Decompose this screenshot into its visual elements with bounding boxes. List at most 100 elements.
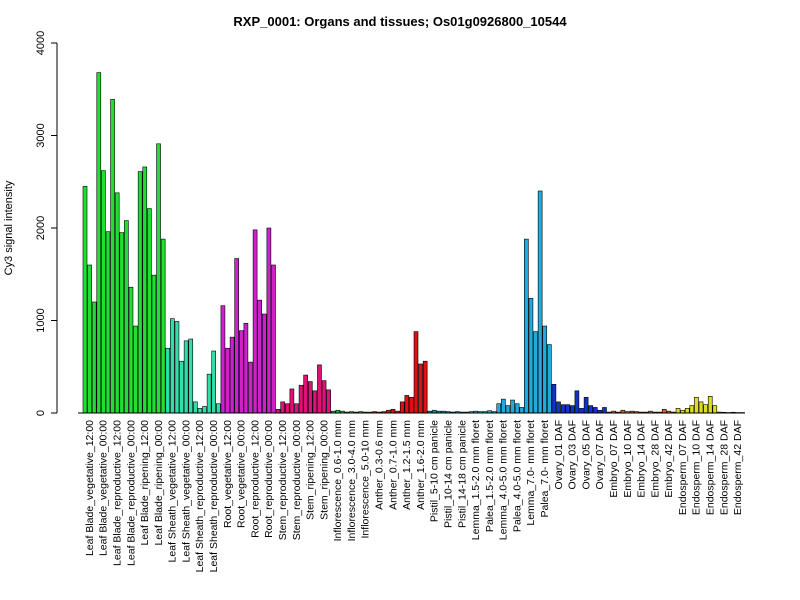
bar [151, 274, 157, 414]
bar [243, 322, 249, 414]
x-category-label: Ovary_03 DAF [567, 420, 579, 489]
bar [514, 403, 520, 414]
bar [142, 166, 148, 414]
x-category-label: Leaf Blade_reproductive_12:00 [111, 420, 123, 566]
x-category-label: Endosperm_42 DAF [732, 420, 744, 515]
x-category-label: Endosperm_28 DAF [718, 420, 730, 515]
bar [399, 401, 405, 414]
x-category-label: Anther_0.7-1.0 mm [387, 420, 399, 510]
x-category-label: Pistil_10-14 cm panicle [442, 420, 454, 528]
x-category-label: Palea_7.0- mm floret [539, 420, 551, 518]
bar [229, 336, 235, 414]
bar [174, 321, 180, 414]
bar [271, 264, 276, 414]
bar [179, 360, 184, 414]
bar [524, 238, 529, 414]
bar [689, 405, 695, 414]
bar [321, 380, 327, 414]
x-category-label: Root_vegetative_12:00 [222, 420, 234, 528]
bar [128, 286, 134, 414]
bar [418, 363, 423, 414]
bar [570, 405, 575, 414]
bar [211, 350, 217, 414]
bar [101, 170, 106, 414]
x-category-label: Embryo_28 DAF [649, 420, 661, 498]
x-category-label: Pistil_14-18 cm panicle [456, 420, 468, 528]
x-category-label: Root_reproductive_12:00 [249, 420, 261, 538]
bar [703, 404, 708, 414]
bar [137, 171, 143, 414]
bar [183, 340, 189, 414]
x-category-label: Leaf Sheath_reproductive_00:00 [208, 420, 220, 573]
x-category-label: Stem_reproductive_12:00 [277, 420, 289, 540]
bar [82, 186, 88, 414]
bar [556, 401, 561, 414]
x-category-label: Palea_1.5-2.0 mm floret [484, 420, 496, 532]
bar [96, 72, 102, 414]
bar [234, 258, 240, 414]
x-category-label: Lemma_4.0-5.0 mm floret [498, 420, 510, 540]
x-category-label: Leaf Blade_vegetative_00:00 [98, 420, 110, 556]
bar [707, 396, 713, 414]
bar [91, 301, 97, 414]
bar [422, 360, 428, 414]
bar [409, 396, 414, 414]
bar [147, 208, 152, 414]
bar [275, 408, 281, 414]
bar [698, 401, 704, 414]
bar [326, 389, 331, 414]
x-category-label: Leaf Blade_ripening_00:00 [153, 420, 165, 546]
bar [574, 390, 580, 414]
bar [220, 305, 226, 414]
bar [413, 331, 419, 414]
y-axis-label: Cy3 signal intensity [3, 180, 15, 275]
bar [404, 395, 410, 414]
x-category-label: Embryo_42 DAF [663, 420, 675, 498]
bar [303, 374, 308, 414]
bar [592, 407, 598, 414]
bar [252, 229, 258, 414]
bar [124, 220, 129, 414]
x-category-label: Endosperm_10 DAF [691, 420, 703, 515]
bar [712, 405, 718, 414]
y-tick-label: 1000 [35, 308, 47, 332]
bar [684, 408, 690, 414]
bar [239, 330, 244, 414]
bar [510, 399, 515, 414]
bar [170, 318, 175, 414]
bar [206, 373, 212, 414]
bar [119, 232, 125, 414]
y-tick-label: 0 [35, 410, 47, 416]
bar [312, 390, 318, 414]
x-category-label: Endosperm_07 DAF [677, 420, 689, 515]
x-category-label: Leaf Blade_reproductive_00:00 [125, 420, 137, 566]
x-category-label: Leaf Blade_ripening_12:00 [139, 420, 151, 546]
bar [280, 401, 285, 414]
bar [248, 361, 253, 414]
x-category-label: Leaf Blade_vegetative_12:00 [84, 420, 96, 556]
bar [694, 396, 699, 414]
x-category-label: Inflorescence_5.0-10 mm [360, 420, 372, 539]
y-tick-label: 2000 [35, 216, 47, 240]
bar [390, 408, 396, 414]
bars [82, 72, 745, 414]
bar [519, 407, 525, 414]
x-category-label: Ovary_07 DAF [594, 420, 606, 489]
bar [533, 331, 538, 414]
bar [266, 227, 272, 414]
y-axis: 0 1000 2000 3000 4000 [35, 31, 58, 416]
bar [588, 405, 593, 414]
x-category-label: Embryo_10 DAF [622, 420, 634, 498]
bar [547, 344, 552, 414]
bar [537, 190, 543, 414]
bar [496, 403, 502, 414]
bar [505, 405, 511, 414]
x-category-label: Endosperm_14 DAF [705, 420, 717, 515]
bar [202, 406, 207, 414]
bar [317, 364, 322, 414]
bar [565, 404, 571, 414]
x-axis: Leaf Blade_vegetative_12:00 Leaf Blade_ve… [78, 412, 745, 573]
bar [284, 403, 290, 414]
bar [197, 408, 203, 414]
x-category-label: Embryo_14 DAF [636, 420, 648, 498]
